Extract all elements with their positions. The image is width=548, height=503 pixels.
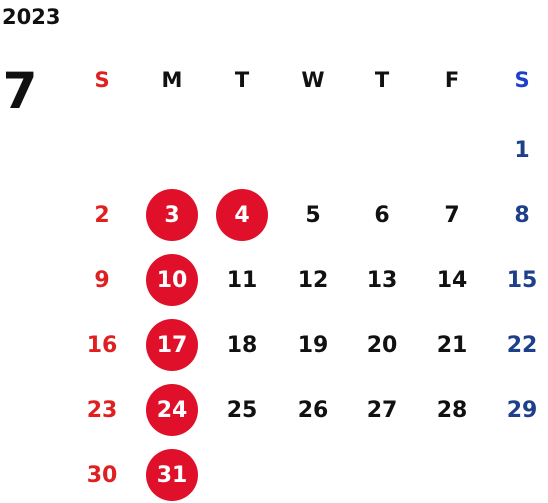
day-cell[interactable]: 19 (297, 332, 329, 358)
day-cell[interactable]: 11 (226, 267, 258, 293)
day-cell[interactable]: 7 (444, 202, 460, 228)
day-cell-highlighted[interactable]: 24 (146, 384, 198, 436)
day-cell[interactable]: 27 (366, 397, 398, 423)
day-cell[interactable]: 9 (94, 267, 110, 293)
day-cell-highlighted[interactable]: 4 (216, 189, 268, 241)
day-cell[interactable]: 23 (86, 397, 118, 423)
day-cell[interactable]: 5 (305, 202, 321, 228)
day-cell[interactable]: 22 (506, 332, 538, 358)
day-cell-highlighted[interactable]: 10 (146, 254, 198, 306)
day-cell[interactable]: 28 (436, 397, 468, 423)
day-cell[interactable]: 15 (506, 267, 538, 293)
year-label: 2023 (2, 5, 61, 29)
weekday-header: T (374, 68, 390, 92)
day-cell-highlighted[interactable]: 3 (146, 189, 198, 241)
day-cell[interactable]: 29 (506, 397, 538, 423)
day-cell[interactable]: 18 (226, 332, 258, 358)
day-cell[interactable]: 14 (436, 267, 468, 293)
month-label: 7 (2, 62, 38, 120)
weekday-header: W (301, 68, 325, 92)
day-cell[interactable]: 13 (366, 267, 398, 293)
day-cell-highlighted[interactable]: 31 (146, 449, 198, 501)
weekday-header: F (444, 68, 460, 92)
day-cell[interactable]: 2 (94, 202, 110, 228)
day-cell[interactable]: 26 (297, 397, 329, 423)
day-cell[interactable]: 21 (436, 332, 468, 358)
day-cell[interactable]: 16 (86, 332, 118, 358)
day-cell[interactable]: 6 (374, 202, 390, 228)
day-cell-highlighted[interactable]: 17 (146, 319, 198, 371)
day-cell[interactable]: 8 (514, 202, 530, 228)
day-cell[interactable]: 25 (226, 397, 258, 423)
day-cell[interactable]: 20 (366, 332, 398, 358)
weekday-header: S (94, 68, 110, 92)
day-cell[interactable]: 12 (297, 267, 329, 293)
day-cell[interactable]: 1 (514, 137, 530, 163)
weekday-header: T (234, 68, 250, 92)
weekday-header: S (514, 68, 530, 92)
weekday-header: M (161, 68, 183, 92)
day-cell[interactable]: 30 (86, 462, 118, 488)
